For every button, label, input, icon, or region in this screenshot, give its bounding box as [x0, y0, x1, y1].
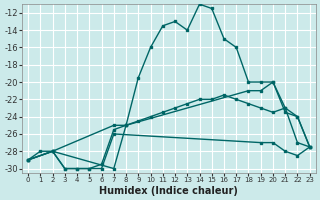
X-axis label: Humidex (Indice chaleur): Humidex (Indice chaleur)	[100, 186, 238, 196]
